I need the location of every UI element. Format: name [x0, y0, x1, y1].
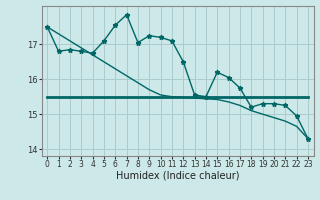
X-axis label: Humidex (Indice chaleur): Humidex (Indice chaleur): [116, 171, 239, 181]
